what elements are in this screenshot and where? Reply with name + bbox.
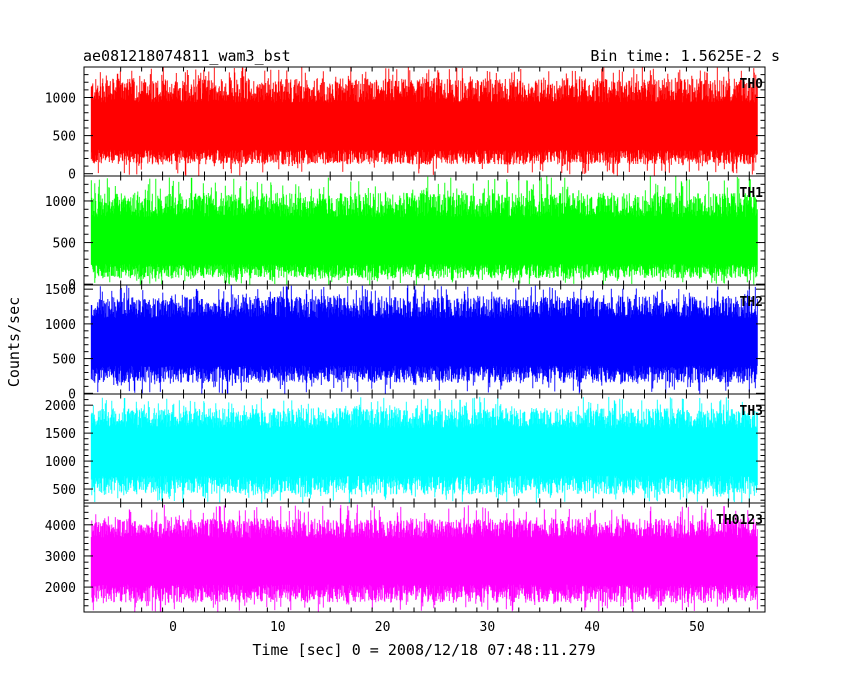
series-label-th3: TH3 bbox=[740, 404, 763, 419]
y-tick-label: 2000 bbox=[45, 581, 76, 596]
y-tick-label: 3000 bbox=[45, 550, 76, 565]
chart-title: ae081218074811_wam3_bst bbox=[83, 47, 291, 65]
y-tick-label: 1000 bbox=[45, 455, 76, 470]
y-tick-label: 1500 bbox=[45, 427, 76, 442]
panel-th0: 0 500 1000 TH0 bbox=[45, 66, 766, 183]
x-tick-label: 20 bbox=[375, 620, 391, 635]
x-tick-label: 0 bbox=[169, 620, 177, 635]
y-tick-label: 0 bbox=[68, 168, 76, 183]
series-trace-th3 bbox=[90, 396, 758, 503]
x-tick-label: 50 bbox=[689, 620, 705, 635]
panel-th1: 0 500 1000 TH1 bbox=[45, 175, 766, 293]
y-tick-label: 1000 bbox=[45, 91, 76, 106]
panels: 05001000TH005001000TH1050010001500TH2500… bbox=[45, 66, 766, 635]
x-tick-label: 30 bbox=[480, 620, 496, 635]
series-label-th0: TH0 bbox=[740, 77, 764, 92]
y-axis-label: Counts/sec bbox=[5, 297, 23, 387]
series-trace-th0 bbox=[90, 67, 758, 176]
y-tick-label: 500 bbox=[53, 237, 76, 252]
series-trace-th2 bbox=[90, 285, 758, 394]
panel-th3: 500 1000 1500 2000 TH3 bbox=[45, 393, 766, 504]
x-tick-label: 10 bbox=[270, 620, 286, 635]
y-tick-label: 500 bbox=[53, 483, 76, 498]
y-tick-label: 1500 bbox=[45, 283, 76, 298]
series-label-th2: TH2 bbox=[740, 295, 763, 310]
panel-th2: 0 500 1000 1500 TH2 bbox=[45, 283, 766, 402]
x-axis-label: Time [sec] 0 = 2008/12/18 07:48:11.279 bbox=[252, 641, 595, 659]
y-tick-label: 500 bbox=[53, 353, 76, 368]
series-trace-th0123 bbox=[90, 504, 758, 612]
panel-th0123: 2000 3000 4000 TH0123 bbox=[45, 502, 766, 613]
series-label-th1: TH1 bbox=[740, 186, 764, 201]
y-tick-label: 1000 bbox=[45, 195, 76, 210]
y-tick-label: 500 bbox=[53, 130, 76, 145]
y-tick-label: 0 bbox=[68, 278, 76, 293]
series-label-th0123: TH0123 bbox=[716, 513, 763, 528]
x-tick-label: 40 bbox=[584, 620, 600, 635]
y-tick-label: 0 bbox=[68, 387, 76, 402]
y-tick-label: 1000 bbox=[45, 318, 76, 333]
panel-frame bbox=[83, 502, 766, 613]
series-trace-th1 bbox=[90, 176, 758, 285]
y-tick-label: 2000 bbox=[45, 399, 76, 414]
bin-time-label: Bin time: 1.5625E-2 s bbox=[590, 47, 780, 65]
y-tick-label: 4000 bbox=[45, 519, 76, 534]
